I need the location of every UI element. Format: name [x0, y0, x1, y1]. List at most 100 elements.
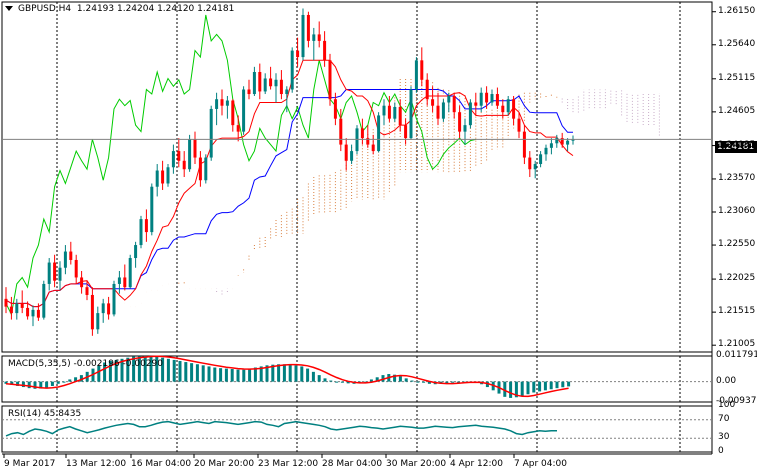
- macd-histogram-bar: [161, 357, 165, 382]
- candle-body: [463, 125, 467, 132]
- price-scale-label: 1.25640: [718, 38, 756, 49]
- rsi-scale-label: 30: [718, 432, 730, 443]
- candle-body: [382, 105, 386, 116]
- macd-histogram-bar: [68, 379, 72, 382]
- macd-histogram-bar: [416, 381, 420, 383]
- macd-histogram-bar: [340, 381, 344, 383]
- candle-body: [150, 186, 154, 233]
- price-scale-label: 1.24605: [718, 105, 756, 116]
- candle-body: [344, 144, 348, 161]
- macd-histogram-bar: [253, 367, 257, 382]
- price-scale-label: 1.26150: [718, 5, 756, 16]
- macd-histogram-bar: [456, 381, 460, 383]
- chikou-span-line: [5, 14, 476, 316]
- candle-body: [139, 219, 143, 246]
- candle-body: [107, 303, 111, 315]
- candle-body: [144, 219, 148, 233]
- macd-histogram-bar: [265, 365, 269, 382]
- time-axis-label: 20 Mar 20:00: [194, 459, 255, 469]
- macd-histogram-bar: [323, 378, 327, 382]
- macd-histogram-bar: [242, 369, 246, 382]
- macd-histogram-bar: [39, 381, 43, 389]
- macd-histogram-bar: [184, 362, 188, 382]
- macd-histogram-bar: [317, 375, 321, 382]
- macd-histogram-bar: [369, 379, 373, 382]
- macd-histogram-bar: [224, 368, 228, 382]
- candle-body: [528, 157, 532, 170]
- macd-histogram-bar: [277, 364, 281, 382]
- candle-body: [312, 34, 316, 41]
- macd-histogram-bar: [410, 380, 414, 382]
- macd-histogram-bar: [485, 381, 489, 388]
- candle-body: [566, 140, 570, 145]
- ohlc-values: 1.24193 1.24204 1.24120 1.24181: [76, 4, 235, 14]
- candle-body: [468, 102, 472, 126]
- macd-histogram-bar: [329, 380, 333, 382]
- candle-body: [204, 157, 208, 181]
- macd-histogram-bar: [190, 363, 194, 382]
- rsi-scale-label: 0: [718, 446, 724, 456]
- candle-body: [371, 144, 375, 152]
- macd-histogram-bar: [294, 365, 298, 382]
- candle-body: [26, 307, 30, 317]
- candle-body: [53, 262, 57, 281]
- macd-scale-label: 0.011791: [716, 350, 757, 360]
- candle-body: [495, 94, 499, 106]
- macd-scale-label: -0.009372: [716, 396, 757, 406]
- candle-body: [225, 100, 229, 106]
- time-axis-label: 16 Mar 04:00: [131, 459, 192, 469]
- candle-body: [301, 14, 305, 58]
- price-scale-label: 1.21515: [718, 306, 756, 317]
- price-scale-label: 1.23060: [718, 206, 756, 216]
- rsi-title: RSI(14) 45.8435: [8, 409, 82, 419]
- macd-histogram-bar: [364, 381, 368, 383]
- candle-body: [409, 89, 413, 139]
- price-scale-label: 1.24085: [718, 139, 756, 150]
- macd-histogram-bar: [74, 377, 78, 382]
- candle-body: [274, 79, 278, 87]
- macd-histogram-bar: [509, 381, 513, 398]
- candle-body: [247, 89, 251, 95]
- macd-histogram-bar: [526, 381, 530, 395]
- candle-body: [96, 313, 100, 330]
- price-scale-label: 1.23570: [718, 172, 756, 183]
- macd-histogram-bar: [288, 364, 292, 382]
- macd-histogram-bar: [503, 381, 507, 397]
- candle-body: [58, 267, 62, 281]
- candle-body: [441, 102, 445, 119]
- candle-body: [366, 138, 370, 145]
- price-scale-label: 1.22550: [718, 239, 756, 250]
- macd-histogram-bar: [10, 381, 14, 385]
- macd-histogram-bar: [248, 368, 252, 382]
- macd-histogram-bar: [561, 381, 565, 388]
- candle-body: [420, 60, 424, 80]
- candle-body: [209, 108, 213, 158]
- macd-histogram-bar: [201, 365, 205, 382]
- macd-histogram-bar: [549, 381, 553, 390]
- candle-body: [279, 79, 283, 95]
- chart-title: GBPUSD,H4 1.24193 1.24204 1.24120 1.2418…: [18, 4, 234, 14]
- candle-body: [198, 157, 202, 181]
- candle-body: [323, 40, 327, 61]
- candle-body: [155, 170, 159, 187]
- macd-histogram-bar: [4, 381, 8, 384]
- macd-histogram-bar: [143, 355, 147, 382]
- candle-body: [549, 143, 553, 148]
- macd-histogram-bar: [132, 356, 136, 382]
- macd-histogram-bar: [45, 381, 49, 388]
- candle-body: [398, 107, 402, 126]
- time-axis-label: 9 Mar 2017: [4, 459, 56, 469]
- candle-body: [63, 251, 67, 268]
- symbol-label: GBPUSD,H4: [18, 4, 72, 14]
- candle-body: [377, 115, 381, 152]
- candle-body: [182, 160, 186, 170]
- macd-signal-line: [5, 355, 569, 398]
- candle-body: [74, 259, 78, 278]
- candle-body: [360, 128, 364, 139]
- rsi-scale-label: 100: [718, 400, 736, 410]
- macd-histogram-bar: [346, 381, 350, 384]
- macd-histogram-bar: [97, 365, 101, 382]
- candle-body: [123, 277, 127, 288]
